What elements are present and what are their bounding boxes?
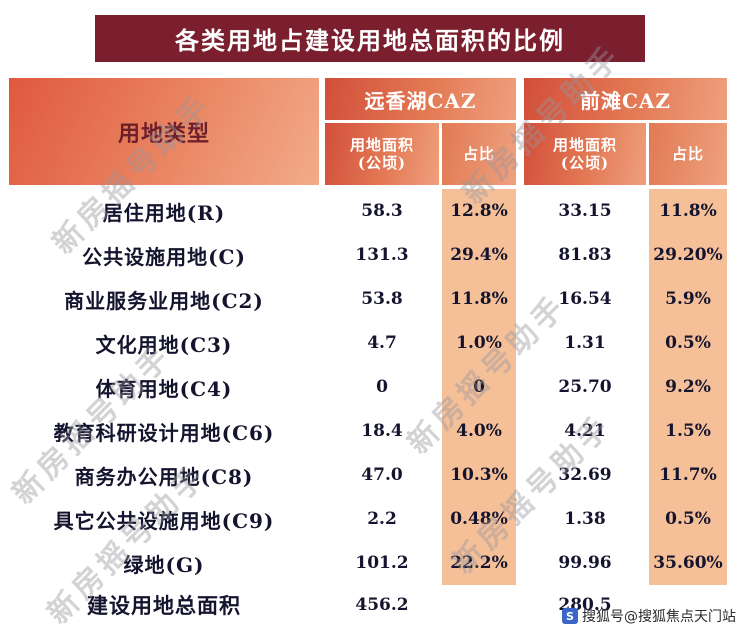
- cell-area2: 16.54: [524, 277, 646, 321]
- row-label: 商务办公用地(C8): [9, 453, 319, 497]
- cell-ratio2: 35.60%: [649, 541, 727, 585]
- cell-ratio2: 29.20%: [649, 233, 727, 277]
- cell-area1: 58.3: [325, 189, 439, 233]
- header-land-type: 用地类型: [9, 78, 319, 185]
- cell-ratio2: 5.9%: [649, 277, 727, 321]
- cell-area1: 101.2: [325, 541, 439, 585]
- cell-area1: 18.4: [325, 409, 439, 453]
- cell-area2: 4.21: [524, 409, 646, 453]
- row-label: 具它公共设施用地(C9): [9, 497, 319, 541]
- cell-area1: 2.2: [325, 497, 439, 541]
- source-credit: S 搜狐号@搜狐焦点天门站: [562, 606, 736, 626]
- header-group-yuanxianghu-caz: 远香湖CAZ: [325, 78, 516, 120]
- cell-area2: 25.70: [524, 365, 646, 409]
- header-area-2: 用地面积 (公顷): [524, 123, 646, 185]
- header-ratio-1: 占比: [442, 123, 516, 185]
- header-area-1: 用地面积 (公顷): [325, 123, 439, 185]
- cell-area1: 53.8: [325, 277, 439, 321]
- header-ratio-2: 占比: [649, 123, 727, 185]
- header-area-2-label: 用地面积: [552, 136, 617, 154]
- cell-area2: 81.83: [524, 233, 646, 277]
- page-title: 各类用地占建设用地总面积的比例: [95, 15, 645, 62]
- cell-area1: 0: [325, 365, 439, 409]
- cell-area1: 131.3: [325, 233, 439, 277]
- cell-ratio2: 11.7%: [649, 453, 727, 497]
- sohu-logo-icon: S: [562, 608, 578, 624]
- cell-ratio1: 29.4%: [442, 233, 516, 277]
- cell-area2: 1.38: [524, 497, 646, 541]
- cell-ratio2: 11.8%: [649, 189, 727, 233]
- row-label: 居住用地(R): [9, 189, 319, 233]
- row-label: 文化用地(C3): [9, 321, 319, 365]
- row-label: 教育科研设计用地(C6): [9, 409, 319, 453]
- cell-ratio2: 0.5%: [649, 321, 727, 365]
- cell-area2: 32.69: [524, 453, 646, 497]
- header-area-1-unit: (公顷): [357, 154, 407, 172]
- cell-ratio1: 4.0%: [442, 409, 516, 453]
- total-area1: 456.2: [325, 585, 439, 625]
- land-use-table: 用地类型 远香湖CAZ 前滩CAZ 用地面积 (公顷) 占比 用地面积 (公顷)…: [9, 78, 727, 625]
- cell-ratio2: 0.5%: [649, 497, 727, 541]
- total-row-label: 建设用地总面积: [9, 585, 319, 625]
- cell-ratio1: 12.8%: [442, 189, 516, 233]
- row-label: 绿地(G): [9, 541, 319, 585]
- cell-ratio1: 1.0%: [442, 321, 516, 365]
- cell-ratio1: 10.3%: [442, 453, 516, 497]
- cell-ratio1: 0: [442, 365, 516, 409]
- cell-ratio1: 0.48%: [442, 497, 516, 541]
- header-area-2-unit: (公顷): [560, 154, 610, 172]
- cell-ratio1: 22.2%: [442, 541, 516, 585]
- cell-area2: 99.96: [524, 541, 646, 585]
- header-area-1-label: 用地面积: [349, 136, 414, 154]
- header-group-qiantan-caz: 前滩CAZ: [524, 78, 727, 120]
- cell-ratio1: 11.8%: [442, 277, 516, 321]
- cell-area1: 47.0: [325, 453, 439, 497]
- source-credit-text: 搜狐号@搜狐焦点天门站: [582, 609, 736, 625]
- cell-area2: 1.31: [524, 321, 646, 365]
- cell-ratio2: 9.2%: [649, 365, 727, 409]
- cell-ratio2: 1.5%: [649, 409, 727, 453]
- row-label: 体育用地(C4): [9, 365, 319, 409]
- cell-area1: 4.7: [325, 321, 439, 365]
- row-label: 商业服务业用地(C2): [9, 277, 319, 321]
- cell-area2: 33.15: [524, 189, 646, 233]
- row-label: 公共设施用地(C): [9, 233, 319, 277]
